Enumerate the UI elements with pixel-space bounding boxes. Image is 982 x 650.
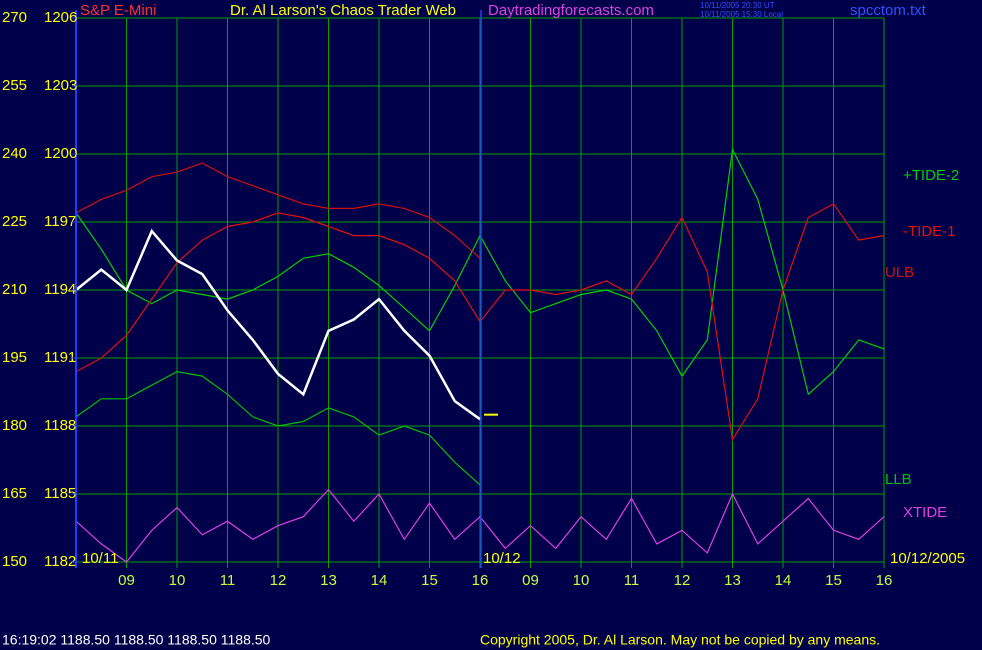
x-tick-label: 11 [220, 572, 236, 589]
y2-tick-label: 1185 [44, 485, 76, 502]
series-line [75, 203, 885, 442]
series-line [75, 370, 481, 486]
y2-tick-label: 1197 [44, 213, 76, 230]
x-tick-label: 10 [169, 572, 186, 589]
series-line [75, 162, 481, 259]
copyright: Copyright 2005, Dr. Al Larson. May not b… [480, 632, 880, 648]
x-tick-label: 09 [522, 572, 539, 589]
status: 16:19:02 1188.50 1188.50 1188.50 1188.50 [2, 632, 271, 648]
y-tick-label: 225 [2, 213, 27, 230]
series-label: LLB [885, 471, 912, 488]
file-name: spcctom.txt [850, 2, 927, 19]
y-tick-label: 240 [2, 145, 27, 162]
y2-tick-label: 1203 [44, 77, 77, 94]
x-tick-label: 12 [674, 572, 691, 589]
series-label: XTIDE [903, 504, 947, 521]
x-tick-label: 13 [724, 572, 741, 589]
y-tick-label: 255 [2, 77, 27, 94]
x-tick-label: 14 [775, 572, 792, 589]
x-tick-label: 12 [270, 572, 287, 589]
series-line [75, 147, 885, 396]
y2-tick-label: 1188 [44, 417, 76, 434]
y-tick-label: 270 [2, 9, 27, 26]
y2-tick-label: 1200 [44, 145, 77, 162]
y-tick-label: 195 [2, 349, 27, 366]
series-label: ULB [885, 264, 914, 281]
price-line [75, 228, 481, 421]
y2-tick-label: 1194 [44, 281, 76, 298]
date-label: 10/11 [82, 550, 118, 567]
y2-tick-label: 1182 [44, 553, 76, 570]
y-tick-label: 150 [2, 553, 27, 570]
series-line [75, 488, 885, 563]
marks [75, 147, 885, 563]
instrument: S&P E-Mini [80, 2, 156, 19]
chart-subtitle: Daytradingforecasts.com [488, 2, 654, 19]
y2-tick-label: 1191 [44, 349, 76, 366]
date-label: 10/12/2005 [890, 550, 965, 567]
date-label: 10/12 [483, 550, 521, 567]
grid [76, 17, 885, 568]
series-label: +TIDE-2 [903, 167, 959, 184]
x-tick-label: 16 [876, 572, 893, 589]
x-tick-label: 11 [624, 572, 640, 589]
series-label: -TIDE-1 [903, 223, 956, 240]
timestamp: 10/11/2005 20:30 UT [700, 1, 775, 10]
x-tick-label: 15 [421, 572, 438, 589]
y-tick-label: 180 [2, 417, 27, 434]
chart-title: Dr. Al Larson's Chaos Trader Web [230, 2, 456, 19]
x-tick-label: 16 [472, 572, 489, 589]
y2-tick-label: 1206 [44, 9, 77, 26]
x-tick-label: 14 [371, 572, 388, 589]
x-tick-label: 15 [825, 572, 842, 589]
x-tick-label: 10 [573, 572, 590, 589]
y-tick-label: 165 [2, 485, 27, 502]
x-tick-label: 09 [118, 572, 135, 589]
y-tick-label: 210 [2, 281, 27, 298]
x-tick-label: 13 [320, 572, 337, 589]
timestamp: 10/11/2005 15:30 Local [700, 10, 783, 19]
